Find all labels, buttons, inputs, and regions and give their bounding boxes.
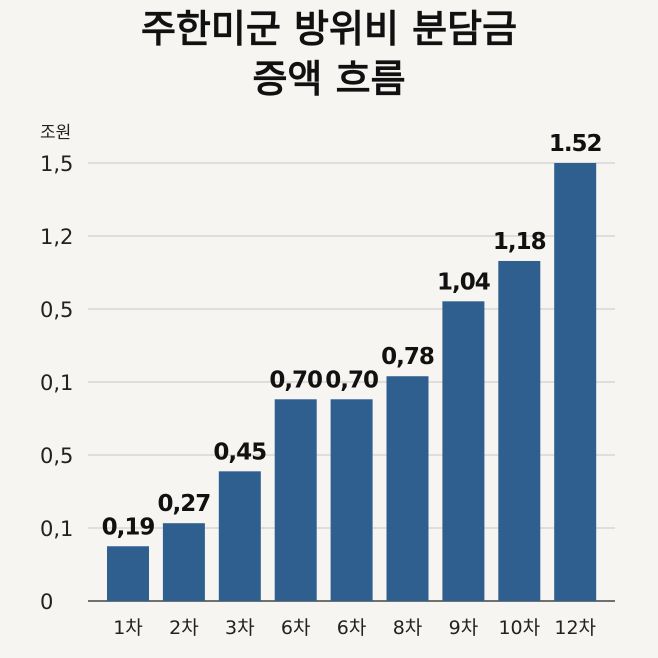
data-label: 0,70 xyxy=(325,367,378,393)
chart-title-line-2: 증액 흐름 xyxy=(252,57,406,101)
x-category-label: 10차 xyxy=(498,617,540,639)
y-axis-unit-label: 조원 xyxy=(40,123,71,143)
bar xyxy=(274,399,317,601)
x-category-label: 3차 xyxy=(225,617,255,639)
chart-title: 주한미군 방위비 분담금 증액 흐름 xyxy=(0,4,658,104)
bar xyxy=(107,546,149,601)
y-tick-label: 1,2 xyxy=(40,225,73,249)
data-label: 1.52 xyxy=(549,131,602,157)
data-label: 0,78 xyxy=(381,344,434,370)
y-tick-label: 0,1 xyxy=(40,371,73,395)
y-tick-label: 0,5 xyxy=(40,444,73,468)
bar xyxy=(554,163,597,601)
bar xyxy=(162,523,205,601)
bar xyxy=(330,399,373,601)
data-label: 0,19 xyxy=(102,514,155,540)
x-category-label: 6차 xyxy=(337,617,367,639)
bar xyxy=(218,471,261,601)
x-category-label: 1차 xyxy=(113,617,143,639)
x-category-label: 12차 xyxy=(554,617,596,639)
y-axis-ticks: 0 0,1 0,5 0,1 0,5 1,2 1,5 xyxy=(40,152,73,614)
data-label: 0,70 xyxy=(269,367,322,393)
bar xyxy=(442,301,485,601)
x-category-label: 2차 xyxy=(169,617,199,639)
bar xyxy=(386,376,429,601)
data-label: 0,45 xyxy=(213,439,266,465)
y-tick-label: 0,1 xyxy=(40,517,73,541)
data-labels: 0,190,270,450,70 0,700,781,041,181.52 xyxy=(102,131,603,540)
x-category-label: 6차 xyxy=(281,617,311,639)
bars xyxy=(107,163,597,601)
y-tick-label: 0 xyxy=(40,590,53,614)
y-tick-label: 1,5 xyxy=(40,152,73,176)
data-label: 1,04 xyxy=(437,269,490,295)
x-category-label: 8차 xyxy=(393,617,423,639)
y-tick-label: 0,5 xyxy=(40,298,73,322)
data-label: 0,27 xyxy=(158,491,211,517)
x-axis-labels: 1차 2차 3차 6차 6차 8차 9차 10차 12차 xyxy=(113,617,596,639)
chart-title-line-1: 주한미군 방위비 분담금 xyxy=(140,7,518,51)
data-label: 1,18 xyxy=(493,229,546,255)
x-category-label: 9차 xyxy=(449,617,479,639)
bar xyxy=(498,260,541,601)
